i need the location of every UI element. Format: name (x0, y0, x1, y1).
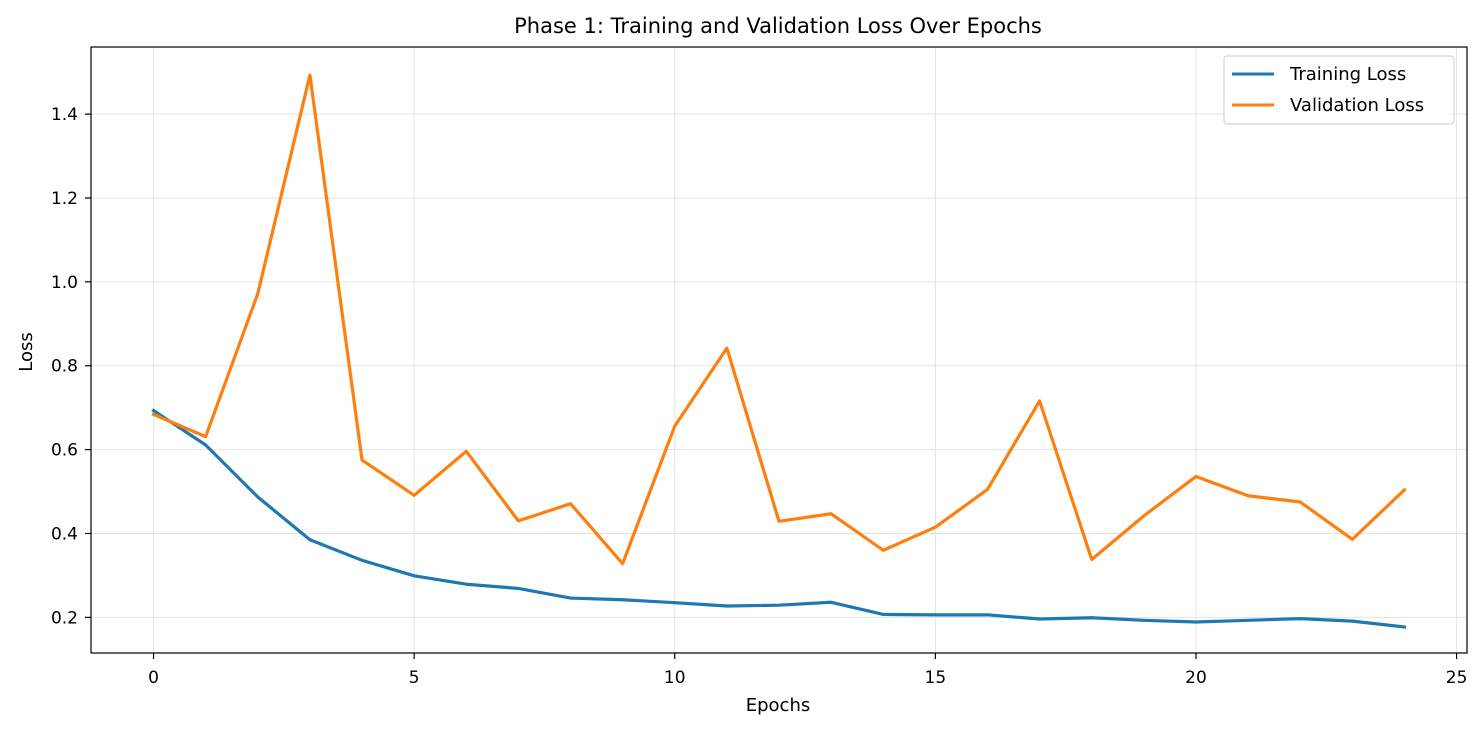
y-tick-label: 1.2 (51, 189, 78, 209)
x-tick-label: 0 (148, 668, 159, 688)
x-axis-ticks: 0 5 10 15 20 25 (148, 653, 1467, 688)
x-tick-label: 10 (664, 668, 686, 688)
legend-label-validation: Validation Loss (1290, 95, 1424, 116)
legend: Training Loss Validation Loss (1223, 55, 1455, 125)
x-tick-label: 25 (1446, 668, 1468, 688)
legend-box (1223, 55, 1455, 125)
y-tick-label: 0.4 (51, 524, 78, 544)
x-tick-label: 20 (1185, 668, 1207, 688)
y-tick-label: 0.2 (51, 608, 78, 628)
y-axis-label: Loss (16, 332, 37, 371)
legend-label-training: Training Loss (1289, 64, 1406, 85)
y-axis-ticks: 0.2 0.4 0.6 0.8 1.0 1.2 1.4 (51, 105, 91, 628)
series-line-training-loss (151, 408, 1407, 629)
y-tick-label: 0.8 (51, 357, 78, 377)
x-axis-label: Epochs (746, 695, 811, 716)
grid (91, 47, 1467, 653)
x-tick-label: 5 (409, 668, 420, 688)
chart-title: Phase 1: Training and Validation Loss Ov… (514, 14, 1042, 38)
x-tick-label: 15 (925, 668, 947, 688)
series-lines (151, 73, 1407, 629)
plot-area-frame (90, 46, 1468, 654)
series-line-validation-loss (151, 73, 1407, 566)
y-tick-label: 0.6 (51, 441, 78, 461)
y-tick-label: 1.0 (51, 273, 78, 293)
y-tick-label: 1.4 (51, 105, 78, 125)
